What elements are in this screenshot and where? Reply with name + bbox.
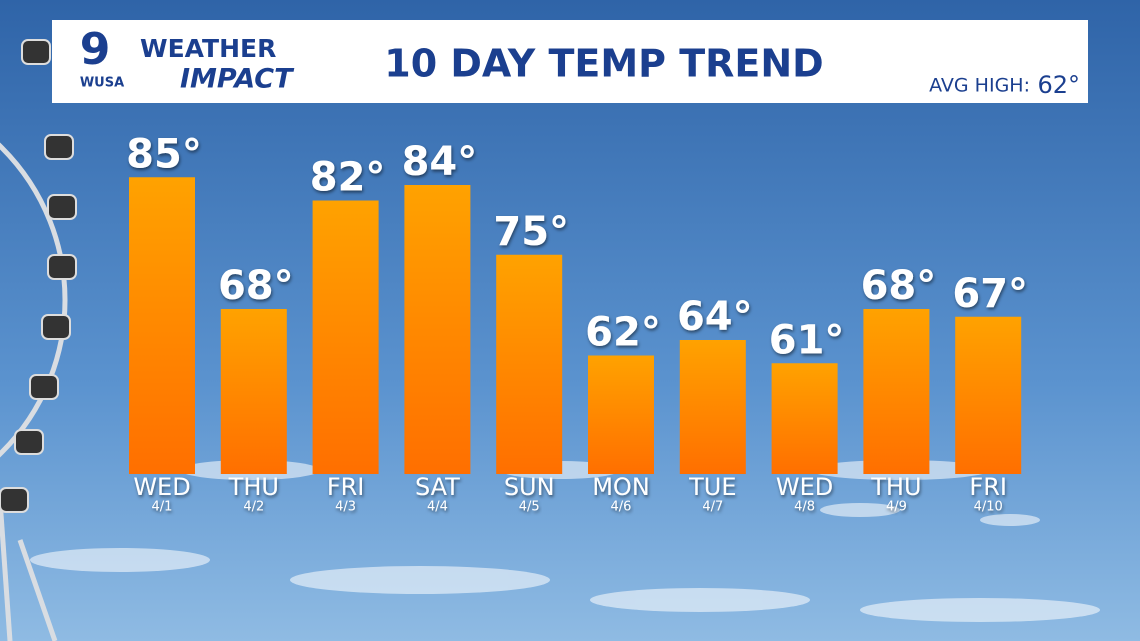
- day-label: TUE: [688, 473, 736, 501]
- date-label: 4/3: [335, 500, 356, 515]
- date-label: 4/5: [519, 500, 540, 515]
- bar: [588, 355, 654, 474]
- bar: [129, 177, 195, 474]
- avg-value: 62°: [1037, 71, 1080, 99]
- value-label: 75°: [493, 209, 569, 255]
- date-label: 4/9: [886, 500, 907, 515]
- ferris-wheel: [0, 142, 68, 641]
- bar: [863, 309, 930, 474]
- value-label: 68°: [861, 263, 937, 309]
- value-label: 84°: [402, 139, 478, 185]
- bar: [955, 316, 1022, 474]
- day-label: THU: [228, 473, 279, 501]
- day-label: MON: [592, 473, 650, 501]
- value-label: 85°: [126, 131, 202, 177]
- bar: [404, 185, 471, 474]
- bar: [220, 309, 287, 474]
- bar: [771, 363, 838, 474]
- header-bar: [52, 20, 1088, 103]
- avg-label: AVG HIGH:: [929, 75, 1030, 97]
- day-label: THU: [870, 473, 921, 501]
- gondolas: [0, 39, 77, 513]
- value-label: 82°: [310, 155, 386, 201]
- day-label: SUN: [504, 473, 555, 501]
- logo-top: WEATHER: [140, 34, 276, 63]
- day-label: WED: [133, 473, 190, 501]
- date-label: 4/8: [794, 500, 815, 515]
- value-label: 68°: [218, 263, 294, 309]
- date-label: 4/1: [152, 500, 173, 515]
- value-label: 62°: [585, 310, 661, 356]
- day-label: FRI: [327, 473, 365, 501]
- logo-bottom: IMPACT: [180, 64, 295, 95]
- day-label: SAT: [415, 473, 460, 501]
- date-label: 4/10: [974, 500, 1003, 515]
- date-label: 4/7: [702, 500, 723, 515]
- bar: [496, 254, 563, 474]
- date-label: 4/2: [243, 500, 264, 515]
- value-label: 61°: [769, 317, 845, 363]
- date-label: 4/4: [427, 500, 448, 515]
- day-label: WED: [776, 473, 833, 501]
- logo-station: WUSA: [80, 76, 124, 91]
- bar: [679, 340, 746, 474]
- value-label: 64°: [677, 294, 753, 340]
- bar: [312, 200, 379, 474]
- logo-number: 9: [80, 24, 111, 75]
- date-label: 4/6: [611, 500, 632, 515]
- value-label: 67°: [952, 271, 1028, 317]
- chart-title: 10 DAY TEMP TREND: [384, 42, 823, 86]
- day-label: FRI: [969, 473, 1007, 501]
